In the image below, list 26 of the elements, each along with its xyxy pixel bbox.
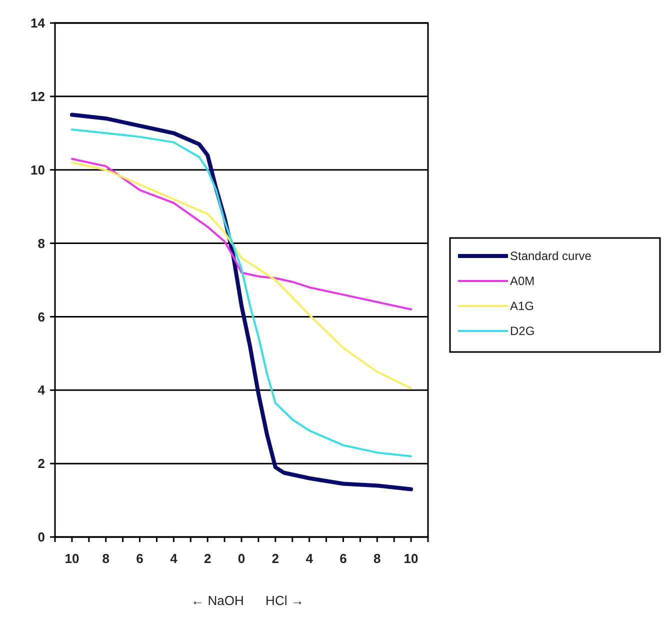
y-tick-label: 6: [38, 309, 45, 324]
y-tick-label: 0: [38, 530, 45, 545]
legend-label: D2G: [510, 324, 535, 338]
y-tick-label: 10: [30, 162, 45, 178]
x-tick-label: 4: [170, 551, 178, 566]
legend-label: Standard curve: [510, 249, 592, 264]
y-tick-label: 2: [38, 456, 45, 472]
x-tick-label: 2: [272, 551, 280, 566]
x-tick-label: 8: [102, 551, 110, 566]
x-tick-label: 6: [340, 551, 347, 566]
x-axis-title: ← NaOH HCl →: [191, 593, 304, 608]
x-tick-label: 0: [238, 551, 246, 566]
line-series: [70, 158, 412, 310]
x-tick-label: 6: [136, 551, 144, 566]
y-tick-label: 4: [38, 382, 46, 398]
y-tick-label: 14: [30, 16, 46, 31]
y-tick-label: 12: [30, 88, 45, 104]
x-tick-label: 2: [204, 551, 212, 566]
line-series: [70, 162, 412, 390]
legend-label: A1G: [510, 299, 534, 314]
x-tick-label: 8: [374, 551, 381, 566]
x-tick-label: 4: [306, 551, 314, 566]
y-tick-label: 8: [38, 236, 45, 251]
x-tick-label: 10: [64, 551, 80, 566]
x-tick-label: 10: [404, 551, 418, 566]
legend-label: A0M: [510, 274, 535, 288]
